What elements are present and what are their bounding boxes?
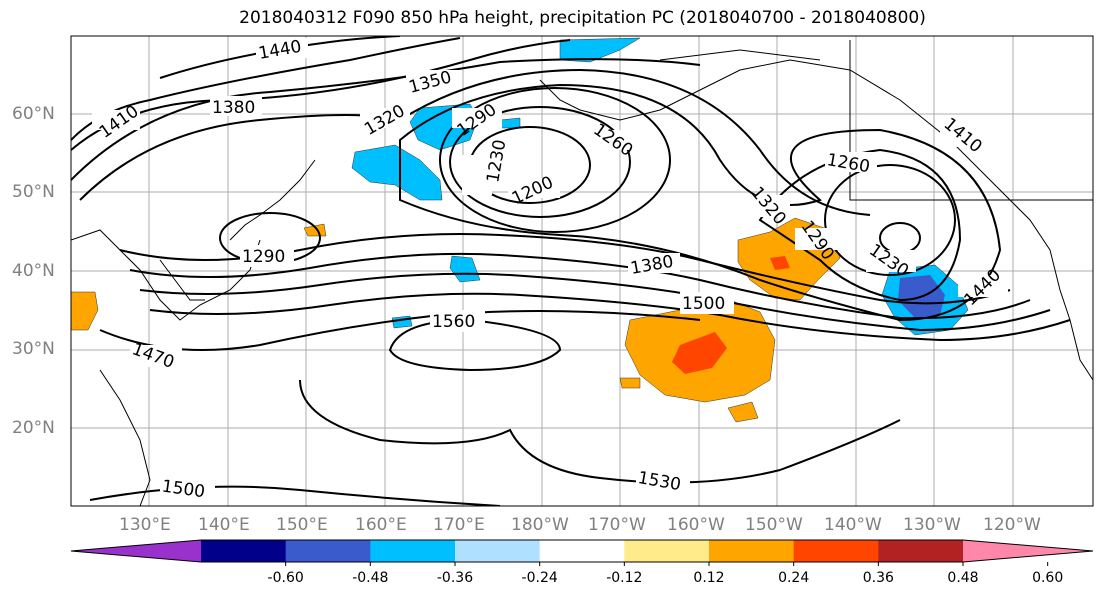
lat-label-60n: 60°N	[12, 104, 55, 124]
colorbar-segment	[370, 540, 456, 562]
precip-pos-small3	[619, 377, 641, 389]
colorbar-segment	[793, 540, 879, 562]
colorbar-tick-label: -0.60	[267, 570, 304, 586]
contour-1260-west	[439, 87, 671, 233]
contour-label-1560: 1560	[432, 312, 475, 332]
colorbar-segment	[539, 540, 625, 562]
colorbar-tick-label: 0.48	[947, 570, 979, 586]
colorbar	[70, 539, 1094, 566]
precip-pos-west	[71, 291, 99, 331]
contour-label-1380-a: 1380	[212, 98, 255, 118]
precip-neg-small1	[499, 117, 521, 129]
height-contours	[71, 36, 1071, 506]
colorbar-segment	[455, 540, 541, 562]
lon-label-140e: 140°E	[198, 515, 250, 535]
colorbar-segment	[624, 540, 710, 562]
lon-label-140w: 140°W	[824, 515, 882, 535]
colorbar-tick-label: 0.24	[778, 570, 810, 586]
lon-label-170e: 170°E	[433, 515, 485, 535]
precip-pos-small-japan	[303, 223, 327, 237]
lon-label-120w: 120°W	[983, 515, 1041, 535]
precip-neg-mid	[449, 255, 481, 283]
colorbar-tick-label: -0.36	[436, 570, 474, 586]
colorbar-tick-label: 0.60	[1032, 570, 1064, 586]
colorbar-segment	[285, 540, 371, 562]
map-title: 2018040312 F090 850 hPa height, precipit…	[239, 8, 926, 28]
contour-1290-main	[399, 83, 1002, 322]
colorbar-extend-low	[71, 540, 201, 562]
lon-label-180w: 180°W	[511, 515, 569, 535]
precip-pos-north-core	[770, 256, 790, 270]
contour-1350	[71, 58, 701, 181]
colorbar-tick-label: 0.36	[862, 570, 894, 586]
contour-1230-west	[449, 106, 631, 218]
contour-1260-east	[824, 164, 956, 276]
contour-1530	[299, 379, 901, 484]
lat-label-40n: 40°N	[12, 261, 55, 281]
precip-pos-small4	[727, 401, 759, 423]
lon-label-130w: 130°W	[903, 515, 961, 535]
colorbar-tick-label: -0.12	[606, 570, 643, 586]
lat-label-20n: 20°N	[12, 418, 55, 438]
contour-band-3	[139, 272, 1051, 332]
contour-label-1410-a: 1410	[96, 101, 143, 142]
map-frame	[70, 35, 1094, 507]
colorbar-tick-label: -0.48	[352, 570, 389, 586]
precip-neg-top	[559, 37, 641, 63]
colorbar-tick-label: 0.12	[693, 570, 725, 586]
colorbar-segment	[201, 540, 287, 562]
colorbar-extend-high	[963, 540, 1093, 562]
lon-label-170w: 170°W	[588, 515, 646, 535]
contour-band-4	[149, 292, 1071, 342]
lon-label-150e: 150°E	[276, 515, 328, 535]
colorbar-tick-label: -0.24	[521, 570, 558, 586]
precip-pos-main-core	[672, 332, 727, 374]
coastlines	[71, 40, 1093, 506]
contour-label-1470: 1470	[129, 339, 176, 373]
lon-label-130e: 130°E	[119, 515, 171, 535]
lat-label-50n: 50°N	[12, 182, 55, 202]
colorbar-outline	[70, 539, 1094, 563]
contour-1440	[159, 36, 401, 79]
contour-band-2	[129, 252, 1031, 320]
lat-label-30n: 30°N	[12, 339, 55, 359]
lon-label-160e: 160°E	[355, 515, 407, 535]
lon-label-150w: 150°W	[745, 515, 803, 535]
contour-1470	[99, 310, 701, 351]
contour-label-1500-a: 1500	[682, 294, 725, 314]
contour-label-1230-a: 1230	[483, 138, 510, 184]
precip-neg-kamchatka	[351, 144, 443, 201]
colorbar-segment	[878, 540, 964, 562]
contour-1500	[89, 485, 501, 506]
contour-label-1290-c: 1290	[242, 247, 285, 267]
lon-label-160w: 160°W	[667, 515, 725, 535]
colorbar-segment	[709, 540, 795, 562]
contour-1320	[79, 68, 871, 216]
